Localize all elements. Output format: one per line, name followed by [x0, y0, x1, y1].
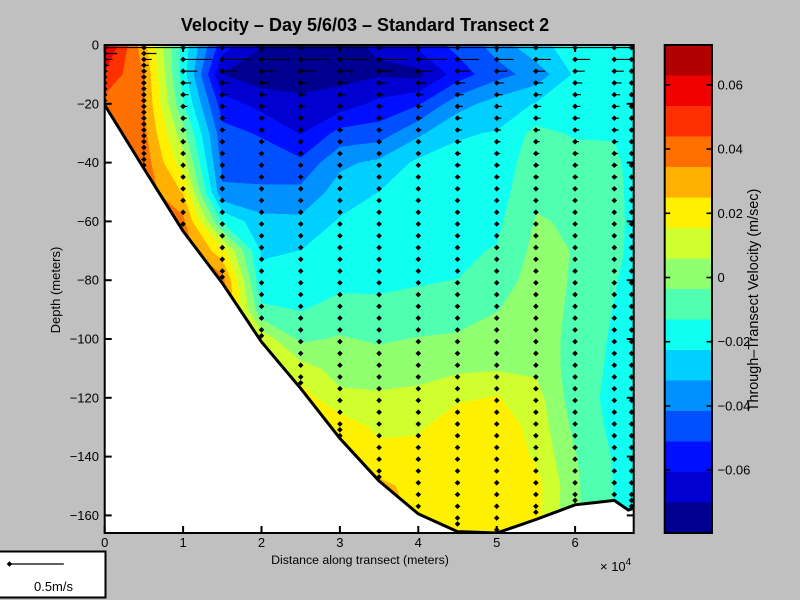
svg-text:0.06: 0.06	[718, 77, 743, 92]
svg-text:−0.04: −0.04	[718, 399, 751, 414]
svg-text:0.04: 0.04	[718, 142, 743, 157]
svg-text:× 104: × 104	[600, 557, 632, 574]
svg-text:4: 4	[415, 535, 422, 550]
svg-text:0: 0	[101, 535, 108, 550]
svg-text:−60: −60	[77, 214, 99, 229]
svg-text:1: 1	[179, 535, 186, 550]
svg-text:−120: −120	[70, 390, 99, 405]
svg-text:6: 6	[571, 535, 578, 550]
svg-text:Velocity – Day 5/6/03 – Standa: Velocity – Day 5/6/03 – Standard Transec…	[181, 15, 549, 35]
svg-text:−100: −100	[70, 332, 99, 347]
svg-text:Depth (meters): Depth (meters)	[48, 247, 63, 334]
svg-text:3: 3	[336, 535, 343, 550]
svg-text:2: 2	[258, 535, 265, 550]
svg-text:0: 0	[92, 38, 99, 53]
svg-text:−20: −20	[77, 96, 99, 111]
svg-text:0.5m/s: 0.5m/s	[34, 579, 74, 594]
svg-text:−40: −40	[77, 155, 99, 170]
svg-text:0: 0	[718, 270, 725, 285]
svg-text:Through–Transect Velocity (m/s: Through–Transect Velocity (m/sec)	[746, 189, 762, 412]
svg-text:0.02: 0.02	[718, 206, 743, 221]
svg-text:−80: −80	[77, 273, 99, 288]
svg-text:−0.06: −0.06	[718, 463, 751, 478]
svg-text:5: 5	[493, 535, 500, 550]
svg-text:−160: −160	[70, 508, 99, 523]
svg-text:Distance along transect (meter: Distance along transect (meters)	[271, 553, 449, 567]
svg-text:−140: −140	[70, 449, 99, 464]
svg-text:−0.02: −0.02	[718, 334, 751, 349]
